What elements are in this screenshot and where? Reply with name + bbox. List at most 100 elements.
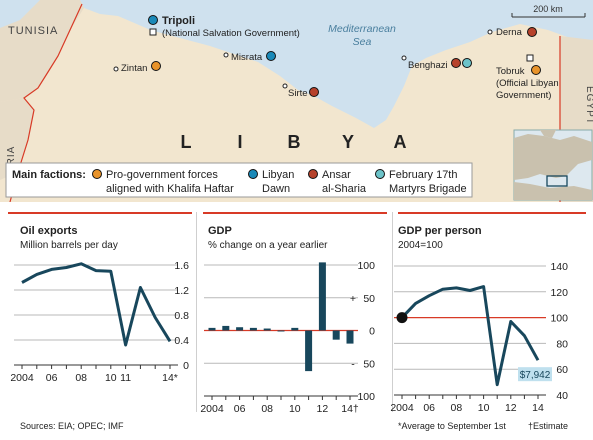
zintan-marker (151, 61, 161, 71)
derna-city-dot (487, 29, 493, 35)
legend-item-label: Libyan (262, 169, 294, 181)
gdppp-ytick-label: 140 (550, 261, 568, 273)
gdp-ytick-label: 50 (363, 358, 375, 370)
locator-inset (513, 129, 593, 201)
oil-xtick-label: 06 (46, 372, 58, 384)
oil-xtick-label: 14* (162, 372, 178, 384)
sirte-label: Sirte (288, 88, 308, 99)
gdppp-annotation: $7,942 (520, 370, 551, 381)
country-letter: A (394, 132, 407, 152)
legend-item-label: February 17th (389, 169, 457, 181)
legend-item-label: Martyrs Brigade (389, 183, 467, 195)
tobruk-note: (Official Libyan (496, 78, 559, 89)
egypt-label: EGYPT (584, 86, 593, 125)
legend-title: Main factions: (12, 169, 86, 181)
gdp-bar (346, 330, 354, 344)
oil-ytick-label: 1.6 (174, 260, 189, 272)
gdp-ytick-label: 0 (369, 326, 375, 338)
gdppp-base-dot (396, 312, 408, 324)
legend-item-label: Ansar (322, 169, 351, 181)
panel-top-rule (8, 212, 192, 214)
gdp-bar (318, 262, 326, 331)
estimate-note: †Estimate (528, 421, 569, 431)
oil-panel-subtitle: Million barrels per day (20, 240, 118, 251)
gdppp-xtick-label: 14 (532, 402, 544, 414)
benghazi-marker (451, 58, 461, 68)
orange-swatch (92, 169, 102, 179)
faction-legend: Main factions: Pro-government forces ali… (5, 162, 473, 198)
gdp-xtick-label: 14† (341, 403, 359, 415)
oil-xtick-label: 11 (120, 372, 131, 384)
gdp-bar (263, 328, 271, 331)
gdp-bar (332, 330, 340, 340)
tripoli-note: (National Salvation Government) (162, 28, 300, 39)
panel-top-rule (203, 212, 387, 214)
country-letter: I (237, 132, 242, 152)
country-letter: L (181, 132, 192, 152)
teal-swatch (375, 169, 385, 179)
country-letter: B (288, 132, 301, 152)
panel-divider (196, 212, 197, 412)
algeria-area (0, 98, 34, 180)
legend-item-label: Pro-government forces (106, 169, 218, 181)
gdp-ytick-sign: - (351, 358, 355, 370)
misrata-marker (266, 51, 276, 61)
sirte-city-dot (282, 83, 288, 89)
gdppp-annotation-box (518, 367, 552, 382)
land-area (0, 0, 593, 202)
gdppp-xtick-label: 08 (451, 402, 463, 414)
libya-map: TUNISIA ALGERIA EGYPT Mediterranean Sea … (0, 0, 593, 202)
sirte-marker (309, 87, 319, 97)
sea-label-1: Mediterranean (328, 23, 396, 35)
oil-series-line (21, 262, 172, 347)
gdppp-xtick-label: 10 (478, 402, 490, 414)
misrata-city-dot (223, 52, 229, 58)
gdp-xtick-label: 06 (234, 403, 246, 415)
gdppp-ytick-label: 40 (556, 390, 568, 402)
legend-item-label: aligned with Khalifa Haftar (106, 183, 234, 195)
government-seat-marker (149, 28, 157, 36)
benghazi-label: Benghazi (408, 60, 448, 71)
gdp-panel-title: GDP (208, 225, 232, 237)
average-note: *Average to September 1st (398, 421, 506, 431)
gdppp-panel-title: GDP per person (398, 225, 482, 237)
benghazi-city-dot (401, 55, 407, 61)
sources-note: Sources: EIA; OPEC; IMF (20, 421, 124, 431)
gdp-xtick-label: 08 (261, 403, 273, 415)
derna-label: Derna (496, 27, 523, 38)
gdp-bar (305, 330, 313, 372)
gdp-bar (222, 325, 230, 331)
misrata-label: Misrata (231, 52, 263, 63)
oil-ytick-label: 0.4 (174, 335, 189, 347)
panel-top-rule (398, 212, 586, 214)
scale-bar: 200 km (511, 4, 586, 18)
gdp-bar (208, 327, 216, 331)
gdp-bar (236, 327, 244, 331)
gdp-xtick-label: 12 (317, 403, 329, 415)
scale-label: 200 km (533, 4, 563, 14)
tripoli-label: Tripoli (162, 15, 195, 27)
gdppp-xtick-label: 2004 (390, 402, 414, 414)
country-letter: Y (342, 132, 354, 152)
tobruk-note: Government) (496, 90, 551, 101)
oil-xtick-label: 10 (105, 372, 117, 384)
benghazi-marker (462, 58, 472, 68)
government-seat-marker (526, 54, 534, 62)
zintan-label: Zintan (121, 63, 147, 74)
gdppp-xtick-label: 06 (423, 402, 435, 414)
gdppp-xtick-label: 12 (505, 402, 517, 414)
gdp-xtick-label: 10 (289, 403, 301, 415)
tripoli-marker (148, 15, 158, 25)
gdp-bar (291, 327, 299, 331)
gdp-xtick-label: 2004 (200, 403, 224, 415)
gdp-bar (249, 327, 257, 331)
darkred-swatch (308, 169, 318, 179)
blue-swatch (248, 169, 258, 179)
tunisia-label: TUNISIA (8, 25, 58, 37)
sea-top-left (0, 0, 40, 28)
gdp-panel-subtitle: % change on a year earlier (208, 240, 328, 251)
tunisia-area (0, 0, 84, 102)
oil-xtick-label: 08 (75, 372, 87, 384)
gdppp-ytick-label: 60 (556, 364, 568, 376)
